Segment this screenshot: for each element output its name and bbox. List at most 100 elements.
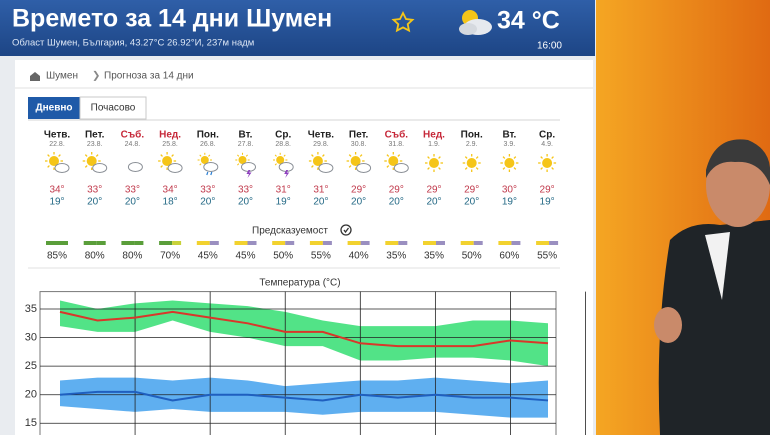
predictability-bar <box>460 241 474 245</box>
sun-ray <box>160 154 163 157</box>
day-date: 29.8. <box>313 141 329 148</box>
max-temperature: 29° <box>351 185 366 196</box>
sun-ray <box>311 154 314 157</box>
cloud <box>356 163 372 173</box>
predictability-bar <box>134 241 144 245</box>
sun-ray <box>551 156 554 159</box>
home-icon[interactable] <box>30 72 40 81</box>
y-tick-label: 35 <box>25 303 37 315</box>
sun <box>542 158 553 168</box>
predictability-bar <box>272 241 286 245</box>
predictability-bar <box>385 241 399 245</box>
sun-ray <box>464 156 468 159</box>
favorite-star[interactable] <box>391 10 415 33</box>
sun-ray <box>397 154 401 157</box>
day-date: 27.8. <box>238 141 254 148</box>
predictability-bar <box>83 241 97 245</box>
predictability-bar <box>498 241 512 245</box>
max-temperature: 31° <box>276 185 291 196</box>
predictability-bar <box>473 241 483 245</box>
predictability-value: 70% <box>160 251 180 262</box>
day-name: Нед. <box>159 130 181 141</box>
predictability-bar <box>285 241 295 245</box>
day-name: Пон. <box>461 130 483 141</box>
sun <box>308 152 327 170</box>
max-temperature: 33° <box>87 185 102 196</box>
min-temperature: 20° <box>200 197 215 208</box>
predictability-value: 55% <box>311 251 331 262</box>
min-temperature: 20° <box>313 197 328 208</box>
predictability-bar <box>121 241 135 245</box>
min-temperature: 20° <box>351 197 366 208</box>
sun <box>429 158 439 168</box>
sun-ray <box>475 156 479 159</box>
predictability-bar <box>46 241 59 245</box>
day-date: 3.9. <box>504 141 516 148</box>
current-time: 16:00 <box>537 41 562 52</box>
max-temperature: 33° <box>125 185 140 196</box>
predictability-value: 85% <box>47 251 67 262</box>
predictability-value: 50% <box>462 251 482 262</box>
cloud <box>393 163 409 173</box>
predictability-value: 80% <box>122 251 142 262</box>
predictability-info-icon[interactable] <box>340 224 352 236</box>
weather-icon <box>538 154 557 172</box>
sun <box>350 156 361 166</box>
day-date: 25.8. <box>162 141 178 148</box>
weather-icon <box>308 152 334 173</box>
max-temperature: 31° <box>313 185 328 196</box>
cloud <box>92 163 108 173</box>
sun-ray <box>237 154 240 157</box>
predictability-bar <box>172 241 182 245</box>
sun-ray <box>160 165 163 168</box>
predictability-bar <box>247 241 257 245</box>
rain-drop <box>210 171 213 176</box>
breadcrumb-link[interactable]: Шумен <box>46 71 78 82</box>
tab-label[interactable]: Дневно <box>35 103 72 114</box>
tab-label[interactable]: Почасово <box>91 103 136 114</box>
cloud <box>203 162 219 172</box>
max-temperature: 29° <box>540 185 555 196</box>
weather-icon <box>346 152 372 173</box>
day-name: Пон. <box>197 130 219 141</box>
sun-ray <box>513 167 517 170</box>
weather-icon <box>425 154 443 172</box>
predictability-bar <box>209 241 219 245</box>
subtitle: Област Шумен, България, 43.27°C 26.92°И,… <box>12 38 254 49</box>
min-temperature: 20° <box>426 197 441 208</box>
sun-ray <box>274 163 277 166</box>
header-bar <box>0 0 595 56</box>
min-temperature: 18° <box>163 197 178 208</box>
day-date: 22.8. <box>49 141 65 148</box>
presenter <box>654 139 770 435</box>
sun-ray <box>199 154 202 157</box>
sun-ray <box>438 156 441 159</box>
max-temperature: 33° <box>238 185 253 196</box>
temperature-line <box>59 390 549 402</box>
weather-icon <box>500 154 519 172</box>
page-title: Времето за 14 дни Шумен <box>12 5 332 33</box>
predictability-bar <box>234 241 248 245</box>
predictability-bar <box>423 241 436 245</box>
lightning <box>284 170 290 178</box>
predictability-bar <box>196 241 210 245</box>
predictability-bar <box>398 241 408 245</box>
tab-active[interactable] <box>28 97 80 119</box>
day-date: 24.8. <box>125 141 141 148</box>
predictability-value: 80% <box>85 251 105 262</box>
sun-ray <box>199 163 202 166</box>
weather-icon <box>82 152 108 173</box>
predictability-value: 45% <box>235 251 255 262</box>
predictability-value: 35% <box>424 251 444 262</box>
day-name: Съб. <box>385 129 409 141</box>
predictability-bar <box>511 241 521 245</box>
sun-ray <box>438 167 441 170</box>
breadcrumb-current: Прогноза за 14 дни <box>104 71 194 82</box>
tab[interactable] <box>79 96 147 120</box>
sun <box>312 156 323 166</box>
day-date: 4.9. <box>541 141 553 148</box>
day-date: 28.8. <box>275 141 291 148</box>
cloud <box>54 163 70 173</box>
day-date: 26.8. <box>200 141 216 148</box>
day-name: Четв. <box>44 130 71 141</box>
